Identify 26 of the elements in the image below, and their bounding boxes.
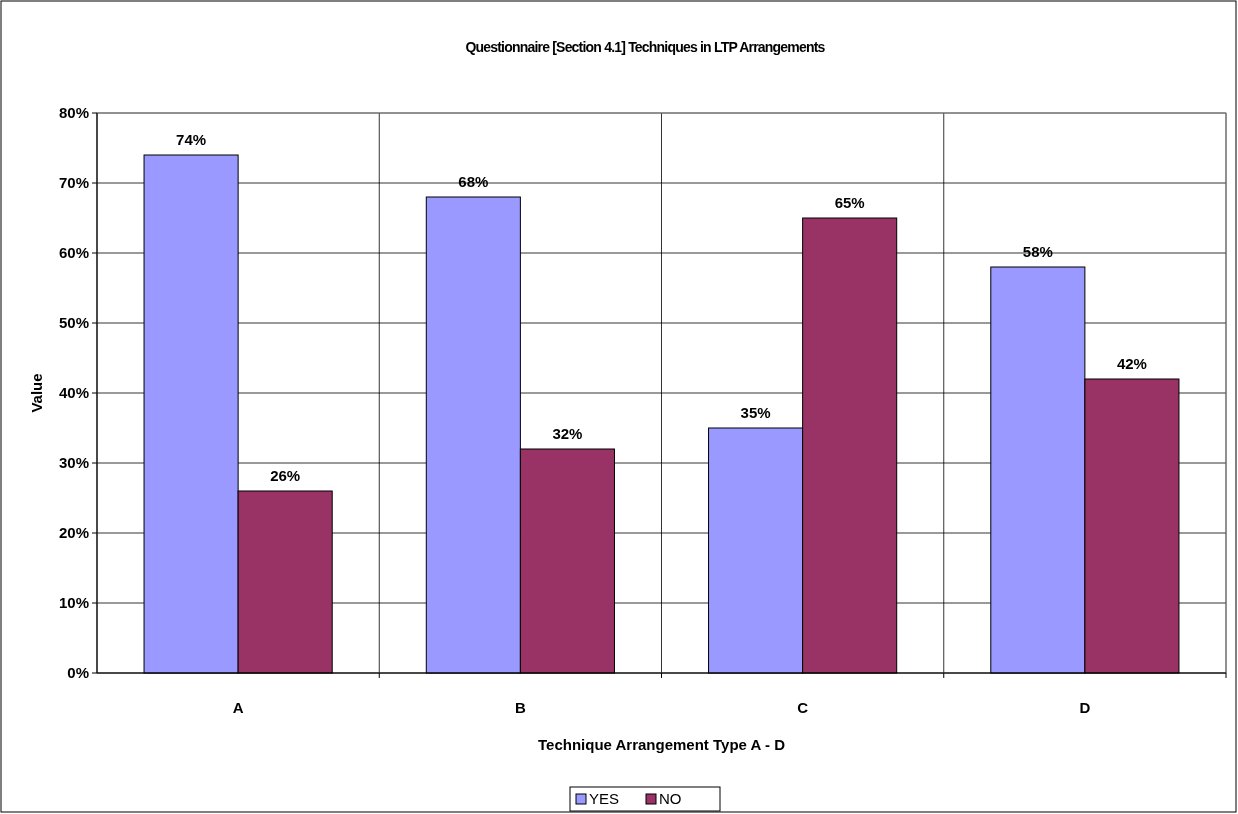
y-tick-label: 10% <box>58 594 89 612</box>
legend-label: YES <box>589 790 620 808</box>
x-tick-label: A <box>232 699 244 716</box>
y-tick-label: 60% <box>58 244 89 262</box>
x-tick-label: B <box>514 699 526 716</box>
data-label: 74% <box>176 131 207 148</box>
y-tick-label: 70% <box>58 174 89 192</box>
y-tick-label: 80% <box>58 104 89 122</box>
y-tick-label: 20% <box>58 524 89 542</box>
data-label: 68% <box>458 173 489 190</box>
y-axis-title: Value <box>28 373 45 413</box>
x-axis-title: Technique Arrangement Type A - D <box>538 736 786 753</box>
y-tick-label: 40% <box>58 384 89 402</box>
data-label: 42% <box>1116 355 1147 372</box>
chart-title: Questionnaire [Section 4.1] Techniques in LTP Arrangements <box>465 39 826 55</box>
data-label: 65% <box>834 194 865 211</box>
data-label: 35% <box>740 404 771 421</box>
legend-label: NO <box>659 790 682 808</box>
y-tick-label: 0% <box>67 664 89 682</box>
x-tick-label: C <box>797 699 809 716</box>
data-label: 32% <box>552 425 583 442</box>
x-tick-label: D <box>1079 699 1091 716</box>
data-label: 26% <box>270 467 301 484</box>
data-label: 58% <box>1022 243 1053 260</box>
y-tick-label: 50% <box>58 314 89 332</box>
y-tick-label: 30% <box>58 454 89 472</box>
